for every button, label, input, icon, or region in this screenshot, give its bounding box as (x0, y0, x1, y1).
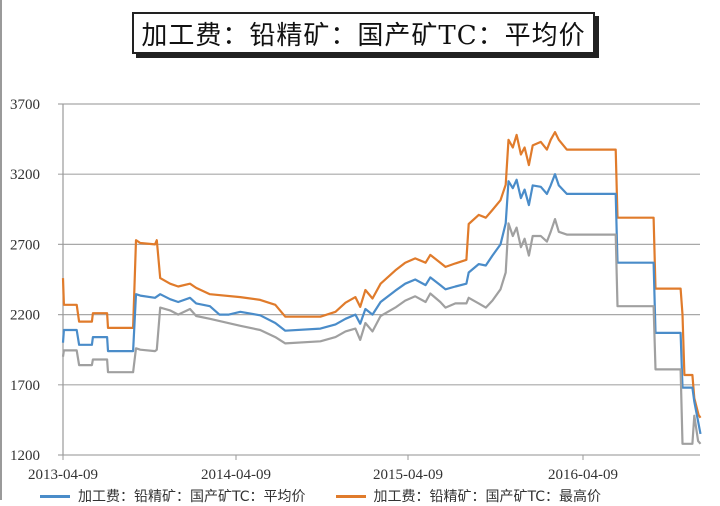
series-line-0 (61, 131, 702, 419)
y-axis: 1200 1700 2200 2700 3200 3700 (10, 97, 64, 464)
y-tick-label: 1700 (10, 378, 40, 394)
gridlines (58, 103, 700, 456)
series-lines (61, 131, 702, 445)
legend-item-average: 加工费：铅精矿：国产矿TC：平均价 (40, 486, 306, 506)
y-tick-label: 3700 (10, 97, 40, 113)
legend: 加工费：铅精矿：国产矿TC：平均价 加工费：铅精矿：国产矿TC：最高价 (40, 486, 720, 506)
y-tick-label: 1200 (10, 448, 40, 464)
legend-label-average: 加工费：铅精矿：国产矿TC：平均价 (78, 489, 306, 505)
x-axis: 2013-04-09 2014-04-09 2015-04-09 2016-04-09 (28, 455, 618, 483)
frame-left-border (0, 0, 2, 500)
x-tick-label: 2013-04-09 (28, 467, 98, 483)
legend-swatch-max (335, 494, 366, 498)
chart-title-box: 加工费：铅精矿：国产矿TC：平均价 (132, 12, 595, 54)
x-tick-label: 2015-04-09 (373, 467, 443, 483)
legend-swatch-average (40, 494, 70, 498)
series-line-2 (61, 218, 702, 445)
series-line-1 (61, 173, 702, 435)
legend-label-max: 加工费：铅精矿：国产矿TC：最高价 (373, 489, 602, 505)
legend-item-max: 加工费：铅精矿：国产矿TC：最高价 (335, 486, 602, 506)
y-tick-label: 3200 (10, 167, 40, 183)
chart-title: 加工费：铅精矿：国产矿TC：平均价 (141, 20, 586, 51)
y-tick-label: 2700 (10, 237, 40, 253)
x-tick-label: 2016-04-09 (548, 467, 618, 483)
y-tick-label: 2200 (10, 308, 40, 324)
x-tick-label: 2014-04-09 (201, 467, 271, 483)
